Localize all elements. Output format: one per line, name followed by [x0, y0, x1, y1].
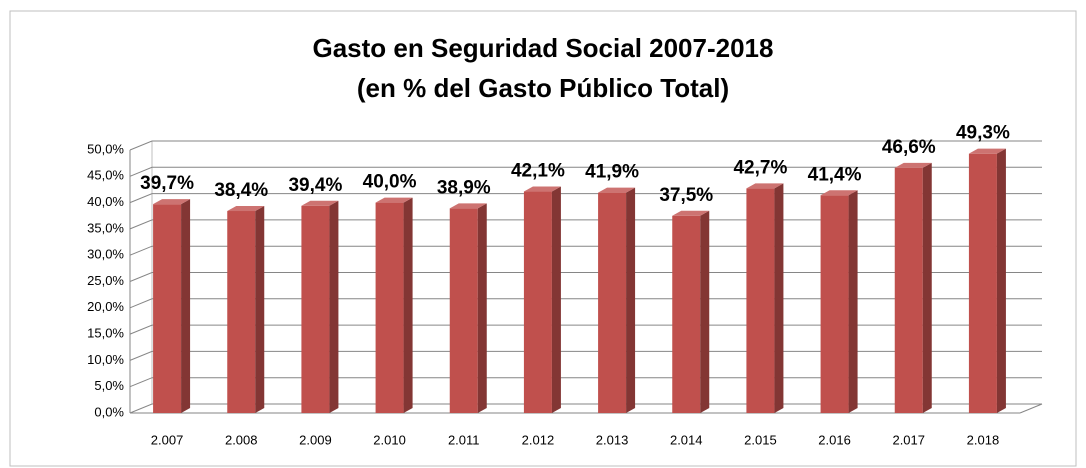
grid-line: [129, 324, 1042, 335]
bar-side: [774, 183, 784, 413]
x-tick-label: 2.010: [373, 432, 406, 447]
bar-top: [598, 187, 636, 193]
y-tick-label: 50,0%: [87, 141, 124, 156]
y-tick-label: 5,0%: [94, 378, 124, 393]
y-tick-label: 35,0%: [87, 220, 124, 235]
bar-top: [449, 203, 487, 209]
x-tick-label: 2.013: [596, 432, 629, 447]
bar-top: [301, 200, 339, 206]
y-tick-label: 45,0%: [87, 168, 124, 183]
chart-subtitle: (en % del Gasto Público Total): [357, 73, 729, 103]
bar-front: [820, 195, 849, 413]
bar-top: [375, 197, 413, 203]
value-label: 42,1%: [511, 161, 565, 182]
value-label: 40,0%: [363, 172, 417, 193]
bar-side: [255, 206, 265, 413]
grid-line: [129, 219, 1042, 230]
y-tick-label: 30,0%: [87, 247, 124, 262]
x-tick-label: 2.017: [892, 432, 925, 447]
bar-top: [227, 206, 265, 212]
floor-edge: [1019, 403, 1043, 414]
bar-front: [449, 208, 478, 413]
value-label: 38,9%: [437, 177, 491, 198]
bar-side: [996, 148, 1006, 413]
bar-top: [820, 190, 858, 196]
bar-front: [375, 202, 404, 413]
y-tick-label: 10,0%: [87, 352, 124, 367]
x-tick-label: 2.018: [967, 432, 1000, 447]
y-tick-label: 15,0%: [87, 326, 124, 341]
value-label: 39,7%: [140, 173, 194, 194]
bar-top: [894, 162, 932, 168]
value-label: 41,9%: [585, 162, 639, 183]
bar-top: [746, 183, 784, 189]
x-tick-label: 2.014: [670, 432, 703, 447]
value-label: 39,4%: [288, 175, 342, 196]
bar-front: [153, 204, 182, 413]
bar-side: [403, 197, 413, 413]
chart-title: Gasto en Seguridad Social 2007-2018: [313, 33, 774, 63]
bar-front: [672, 215, 701, 413]
bar-side: [477, 203, 487, 413]
y-tick-label: 20,0%: [87, 299, 124, 314]
grid-line: [129, 298, 1042, 309]
value-label: 46,6%: [882, 137, 936, 158]
grid-line: [129, 193, 1042, 204]
bar-front: [894, 167, 923, 413]
y-tick-label: 25,0%: [87, 273, 124, 288]
bar-front: [523, 191, 552, 413]
bar-side: [922, 162, 932, 413]
grid-line: [129, 403, 1042, 414]
bar-top: [523, 186, 561, 192]
value-label: 42,7%: [733, 157, 787, 178]
grid-line: [129, 166, 1042, 177]
y-tick-label: 0,0%: [94, 404, 124, 419]
grid-line: [129, 350, 1042, 361]
bar-front: [301, 205, 330, 413]
value-label: 38,4%: [214, 180, 268, 201]
value-label: 41,4%: [808, 164, 862, 185]
y-tick-label: 40,0%: [87, 194, 124, 209]
x-tick-label: 2.015: [744, 432, 777, 447]
x-tick-label: 2.011: [448, 432, 480, 447]
grid-line: [129, 377, 1042, 388]
bar-side: [181, 199, 191, 413]
bar-front: [746, 188, 775, 413]
grid-line: [129, 140, 1042, 151]
x-tick-label: 2.009: [299, 432, 332, 447]
x-tick-label: 2.007: [151, 432, 184, 447]
bar-front: [968, 153, 997, 413]
bar-front: [598, 192, 627, 413]
bar-top: [968, 148, 1006, 154]
bar-side: [551, 186, 561, 413]
bar-front: [227, 211, 256, 413]
bar-side: [848, 190, 858, 413]
bar-side: [626, 187, 636, 413]
x-tick-label: 2.016: [818, 432, 851, 447]
x-tick-label: 2.008: [225, 432, 258, 447]
bar-side: [700, 210, 710, 413]
x-tick-label: 2.012: [522, 432, 555, 447]
bar-top: [672, 210, 710, 216]
value-label: 37,5%: [659, 185, 713, 206]
grid-line: [129, 272, 1042, 282]
bar-top: [153, 199, 191, 205]
grid-line: [129, 245, 1042, 256]
value-label: 49,3%: [956, 123, 1010, 144]
bar-side: [329, 200, 339, 413]
